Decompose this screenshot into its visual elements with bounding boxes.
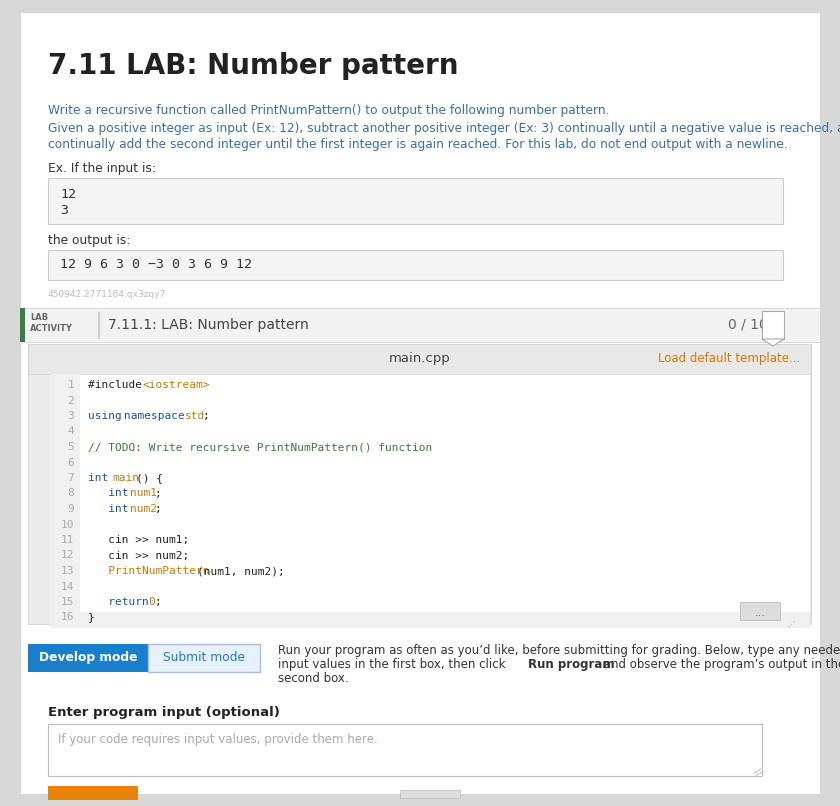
Text: cin >> num1;: cin >> num1; — [88, 535, 189, 545]
Text: ;: ; — [155, 488, 161, 498]
Text: (num1, num2);: (num1, num2); — [197, 566, 285, 576]
Text: second box.: second box. — [278, 672, 349, 685]
Text: 12: 12 — [60, 188, 76, 201]
Text: 0: 0 — [149, 597, 155, 607]
Text: 1: 1 — [67, 380, 74, 390]
Text: main.cpp: main.cpp — [389, 352, 451, 365]
Text: Run program: Run program — [528, 658, 615, 671]
Text: 5: 5 — [67, 442, 74, 452]
Bar — [48, 250, 783, 280]
Bar — [20, 308, 820, 342]
Bar — [28, 344, 811, 374]
Bar — [20, 308, 25, 342]
Bar — [48, 178, 783, 224]
Text: 12 9 6 3 0 −3 0 3 6 9 12: 12 9 6 3 0 −3 0 3 6 9 12 — [60, 258, 252, 271]
Text: Submit mode: Submit mode — [163, 651, 245, 664]
Text: 7.11 LAB: Number pattern: 7.11 LAB: Number pattern — [48, 52, 459, 80]
Text: using: using — [88, 411, 129, 421]
Text: If your code requires input values, provide them here.: If your code requires input values, prov… — [58, 733, 378, 746]
Bar — [28, 644, 148, 672]
Text: 14: 14 — [60, 581, 74, 592]
Text: cin >> num2;: cin >> num2; — [88, 550, 189, 560]
Text: int: int — [88, 488, 135, 498]
Text: () {: () { — [136, 473, 164, 483]
Bar — [28, 344, 811, 624]
Text: 2: 2 — [67, 396, 74, 405]
Bar — [50, 374, 80, 622]
Bar — [98, 312, 99, 338]
Text: Enter program input (optional): Enter program input (optional) — [48, 706, 280, 719]
Text: ;: ; — [203, 411, 210, 421]
Text: 7: 7 — [67, 473, 74, 483]
Text: 10: 10 — [60, 520, 74, 530]
Text: Write a recursive function called PrintNumPattern() to output the following numb: Write a recursive function called PrintN… — [48, 104, 610, 117]
Text: int: int — [88, 504, 135, 514]
Text: 13: 13 — [60, 566, 74, 576]
Text: namespace: namespace — [124, 411, 192, 421]
Text: ;: ; — [155, 597, 161, 607]
Text: int: int — [88, 473, 115, 483]
Text: PrintNumPattern: PrintNumPattern — [88, 566, 209, 576]
Text: Load default template...: Load default template... — [658, 352, 800, 365]
Text: }: } — [88, 613, 95, 622]
Text: 11: 11 — [60, 535, 74, 545]
Text: #include: #include — [88, 380, 149, 390]
Text: Develop mode: Develop mode — [39, 651, 137, 664]
Text: the output is:: the output is: — [48, 234, 130, 247]
Text: ...: ... — [754, 608, 765, 618]
Text: and observe the program’s output in the: and observe the program’s output in the — [600, 658, 840, 671]
Bar — [50, 374, 810, 622]
Bar — [740, 602, 780, 620]
Text: 450942.2771164.qx3zqy7: 450942.2771164.qx3zqy7 — [48, 290, 166, 299]
Text: num1: num1 — [130, 488, 157, 498]
Text: LAB: LAB — [30, 313, 48, 322]
Text: 8: 8 — [67, 488, 74, 498]
Text: 16: 16 — [60, 613, 74, 622]
Text: //: // — [751, 767, 763, 779]
Text: continually add the second integer until the first integer is again reached. For: continually add the second integer until… — [48, 138, 788, 151]
Text: return: return — [88, 597, 155, 607]
Text: <iostream>: <iostream> — [143, 380, 210, 390]
Bar — [50, 612, 810, 628]
Text: ⋯: ⋯ — [785, 616, 799, 630]
Text: 6: 6 — [67, 458, 74, 467]
Text: ;: ; — [155, 504, 161, 514]
Text: std: std — [185, 411, 205, 421]
Text: 15: 15 — [60, 597, 74, 607]
Text: Given a positive integer as input (Ex: 12), subtract another positive integer (E: Given a positive integer as input (Ex: 1… — [48, 122, 840, 135]
Bar — [48, 724, 762, 776]
Text: 7.11.1: LAB: Number pattern: 7.11.1: LAB: Number pattern — [108, 318, 309, 332]
Text: Run your program as often as you’d like, before submitting for grading. Below, t: Run your program as often as you’d like,… — [278, 644, 840, 657]
Polygon shape — [762, 339, 784, 346]
Text: 0 / 10: 0 / 10 — [728, 318, 768, 332]
Text: input values in the first box, then click: input values in the first box, then clic… — [278, 658, 509, 671]
Text: 3: 3 — [67, 411, 74, 421]
Text: 9: 9 — [67, 504, 74, 514]
Text: 12: 12 — [60, 550, 74, 560]
Bar — [148, 644, 260, 672]
Bar — [400, 790, 460, 798]
Bar — [762, 311, 784, 339]
Text: 4: 4 — [67, 426, 74, 437]
Text: ACTIVITY: ACTIVITY — [30, 324, 73, 333]
Text: // TODO: Write recursive PrintNumPattern() function: // TODO: Write recursive PrintNumPattern… — [88, 442, 433, 452]
Text: 3: 3 — [60, 204, 68, 217]
Text: Ex. If the input is:: Ex. If the input is: — [48, 162, 156, 175]
Text: num2: num2 — [130, 504, 157, 514]
Text: main: main — [113, 473, 139, 483]
Bar — [48, 786, 138, 800]
